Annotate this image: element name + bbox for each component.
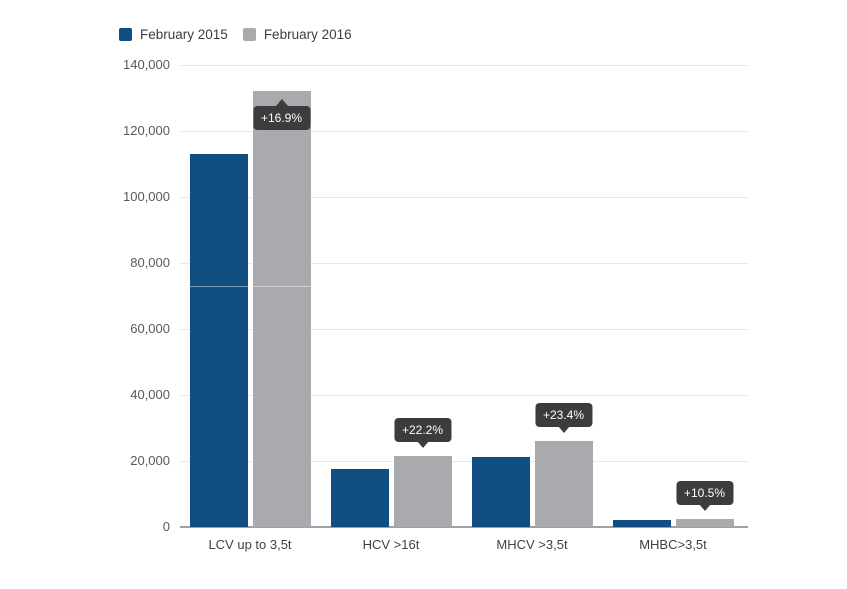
bar-feb2016-group3[interactable] <box>534 440 593 527</box>
annotation-badge-group2: +22.2% <box>393 418 452 443</box>
bar-highlight-artifact <box>189 286 311 287</box>
annotation-badge-group3: +23.4% <box>534 402 593 427</box>
x-category-label-group3: MHCV >3,5t <box>496 537 568 552</box>
gridline-140000 <box>180 64 748 66</box>
bar-feb2015-group4[interactable] <box>612 519 671 527</box>
series-2015-swatch-icon <box>119 28 132 41</box>
legend-label-2015: February 2015 <box>140 27 228 42</box>
x-category-label-group2: HCV >16t <box>362 537 420 552</box>
x-category-label-group1: LCV up to 3,5t <box>208 537 292 552</box>
y-tick-label-40000: 40,000 <box>130 387 170 402</box>
series-2016-swatch-icon <box>242 28 256 41</box>
legend-item-february-2016[interactable]: February 2016 <box>242 27 352 42</box>
chart-legend: February 2015 February 2016 <box>119 27 352 42</box>
gridline-60000 <box>180 328 748 330</box>
y-tick-label-0: 0 <box>162 519 170 534</box>
y-tick-label-140000: 140,000 <box>123 57 170 72</box>
annotation-badge-group4: +10.5% <box>675 480 734 505</box>
bar-feb2016-group1[interactable] <box>252 91 311 527</box>
x-axis-line <box>180 526 748 528</box>
bar-feb2015-group3[interactable] <box>471 457 530 527</box>
y-tick-label-80000: 80,000 <box>130 255 170 270</box>
bar-feb2016-group2[interactable] <box>393 456 452 527</box>
annotation-caret-icon <box>698 503 711 511</box>
annotation-caret-icon <box>557 425 570 433</box>
gridline-100000 <box>180 196 748 198</box>
gridline-120000 <box>180 130 748 132</box>
gridline-40000 <box>180 394 748 396</box>
y-tick-label-60000: 60,000 <box>130 321 170 336</box>
bar-feb2016-group4[interactable] <box>675 518 734 527</box>
gridline-20000 <box>180 460 748 462</box>
legend-label-2016: February 2016 <box>263 27 352 42</box>
bar-feb2015-group1[interactable] <box>189 154 248 527</box>
annotation-caret-icon <box>416 441 429 449</box>
annotation-badge-group1: +16.9% <box>252 106 311 131</box>
gridline-80000 <box>180 262 748 264</box>
bar-feb2015-group2[interactable] <box>330 469 389 527</box>
annotation-caret-icon <box>275 99 288 107</box>
y-tick-label-120000: 120,000 <box>123 123 170 138</box>
legend-item-february-2015[interactable]: February 2015 <box>119 27 228 42</box>
y-tick-label-20000: 20,000 <box>130 453 170 468</box>
x-category-label-group4: MHBC>3,5t <box>639 537 707 552</box>
y-tick-label-100000: 100,000 <box>123 189 170 204</box>
